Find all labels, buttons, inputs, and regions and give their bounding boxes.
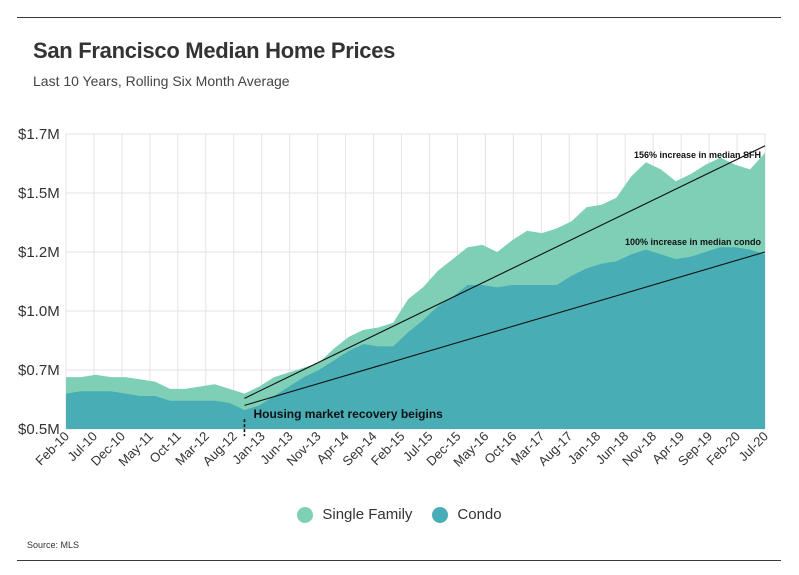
y-tick-label: $1.2M <box>18 244 60 261</box>
trend-line-sfh <box>244 145 766 399</box>
trend-label-sfh: 156% increase in median SFH <box>634 150 761 160</box>
y-tick-label: $0.7M <box>18 362 60 379</box>
legend-label-single-family: Single Family <box>322 506 413 523</box>
y-tick-label: $1.5M <box>18 185 60 202</box>
legend: Single Family Condo <box>0 506 799 523</box>
bottom-rule <box>17 560 781 561</box>
source-note: Source: MLS <box>27 540 80 550</box>
annotations: 156% increase in median SFH 100% increase… <box>243 150 762 437</box>
y-tick-label: $1.0M <box>18 303 60 320</box>
chart-subtitle: Last 10 Years, Rolling Six Month Average <box>33 73 290 89</box>
y-tick-label: $1.7M <box>18 126 60 143</box>
y-axis-ticks: $0.5M $0.7M $1.0M $1.2M $1.5M $1.7M <box>18 126 60 438</box>
legend-item-single-family: Single Family <box>297 506 412 523</box>
legend-label-condo: Condo <box>457 506 502 523</box>
x-tick-label: Jul-20 <box>735 429 771 465</box>
y-tick-label: $0.5M <box>18 421 60 438</box>
area-condo <box>66 247 765 429</box>
area-series <box>66 152 765 429</box>
x-axis-ticks: Feb-10Jul-10Dec-10May-11Oct-11Mar-12Aug-… <box>32 429 771 470</box>
legend-item-condo: Condo <box>432 506 502 523</box>
trend-lines <box>244 145 766 406</box>
legend-swatch-condo <box>432 506 449 523</box>
trend-label-condo: 100% increase in median condo <box>625 237 762 247</box>
recovery-label: Housing market recovery beigins <box>253 407 443 421</box>
chart-title: San Francisco Median Home Prices <box>33 38 396 63</box>
legend-swatch-single-family <box>297 506 314 523</box>
top-rule <box>17 17 781 18</box>
trend-line-condo <box>244 251 766 406</box>
